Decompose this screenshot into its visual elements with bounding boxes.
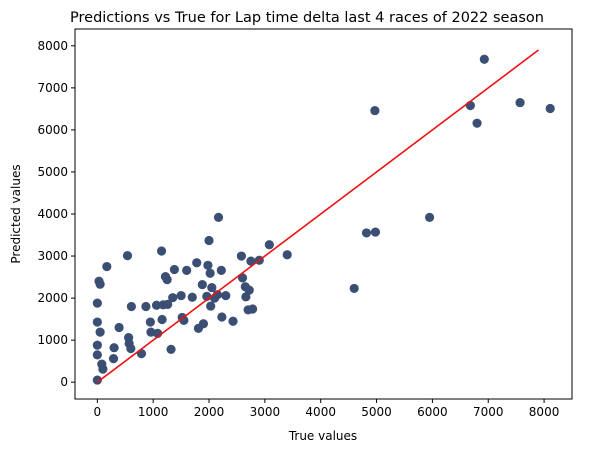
data-point-67: [349, 283, 359, 294]
y-tick-label: 6000: [37, 123, 68, 137]
data-point-4: [92, 298, 102, 308]
y-tick-label: 0: [60, 375, 68, 389]
y-axis-ticks: 0 1000 2000 3000 4000 5000 6000 7000 8000: [37, 39, 75, 389]
data-point-7: [95, 327, 105, 337]
data-point-6: [95, 279, 105, 289]
data-point-48: [207, 282, 217, 293]
data-point-9: [98, 364, 108, 374]
data-point-2: [92, 340, 102, 350]
x-tick-label: 0: [94, 405, 102, 419]
x-tick-label: 2000: [194, 405, 225, 419]
data-point-13: [114, 322, 124, 333]
data-point-71: [425, 212, 435, 222]
x-axis-ticks: 0 1000 2000 3000 4000 5000 6000 7000 8000: [94, 399, 560, 419]
data-point-46: [205, 268, 215, 278]
points-layer: [92, 54, 555, 385]
data-point-76: [545, 103, 555, 114]
x-tick-label: 8000: [529, 405, 560, 419]
data-point-39: [192, 258, 202, 268]
data-point-29: [162, 274, 172, 285]
data-point-17: [126, 343, 136, 354]
data-point-70: [370, 227, 381, 237]
fit-line-layer: [96, 49, 539, 383]
data-point-73: [472, 118, 482, 128]
data-point-37: [182, 265, 192, 275]
data-point-33: [169, 264, 179, 275]
data-point-68: [361, 228, 372, 238]
data-point-0: [92, 375, 102, 385]
data-point-41: [197, 280, 207, 290]
y-tick-label: 1000: [37, 333, 68, 347]
data-point-45: [204, 235, 214, 246]
data-point-44: [203, 260, 213, 270]
data-point-55: [228, 316, 238, 326]
x-tick-label: 6000: [417, 405, 448, 419]
data-point-34: [176, 290, 186, 301]
data-point-26: [157, 314, 167, 325]
data-point-21: [145, 317, 155, 327]
y-tick-label: 7000: [37, 81, 68, 95]
x-tick-label: 4000: [305, 405, 336, 419]
data-point-52: [216, 265, 226, 275]
x-tick-label: 3000: [250, 405, 281, 419]
data-point-65: [264, 240, 274, 250]
data-point-72: [465, 100, 475, 111]
data-point-51: [213, 212, 224, 222]
data-point-56: [236, 251, 247, 261]
data-point-54: [221, 290, 231, 301]
chart-title: Predictions vs True for Lap time delta l…: [70, 10, 544, 26]
data-point-18: [126, 301, 137, 312]
data-point-75: [515, 97, 525, 108]
data-point-11: [108, 354, 119, 364]
data-point-47: [206, 301, 216, 311]
x-axis-label: True values: [288, 429, 357, 443]
data-point-66: [282, 250, 292, 260]
y-tick-label: 4000: [37, 207, 68, 221]
y-tick-label: 2000: [37, 291, 68, 305]
data-point-1: [92, 350, 102, 360]
data-point-30: [163, 299, 173, 309]
data-point-38: [187, 292, 197, 302]
y-tick-label: 5000: [37, 165, 68, 179]
fit-line: [96, 49, 539, 383]
y-axis-label: Predicted values: [9, 164, 23, 263]
data-point-10: [102, 261, 112, 272]
data-point-31: [166, 344, 176, 354]
data-point-25: [156, 246, 167, 256]
data-point-3: [92, 317, 102, 327]
data-point-12: [109, 343, 119, 353]
data-point-61: [244, 285, 254, 295]
y-tick-label: 8000: [37, 39, 68, 53]
data-point-53: [217, 312, 227, 322]
data-point-69: [370, 105, 380, 116]
data-point-14: [122, 251, 133, 261]
y-tick-label: 3000: [37, 249, 68, 263]
data-point-32: [168, 293, 178, 303]
x-tick-label: 1000: [138, 405, 169, 419]
data-point-42: [198, 319, 209, 329]
data-point-20: [141, 301, 151, 312]
x-tick-label: 7000: [473, 405, 504, 419]
x-tick-label: 5000: [361, 405, 392, 419]
data-point-63: [247, 304, 258, 314]
data-point-74: [479, 54, 489, 64]
